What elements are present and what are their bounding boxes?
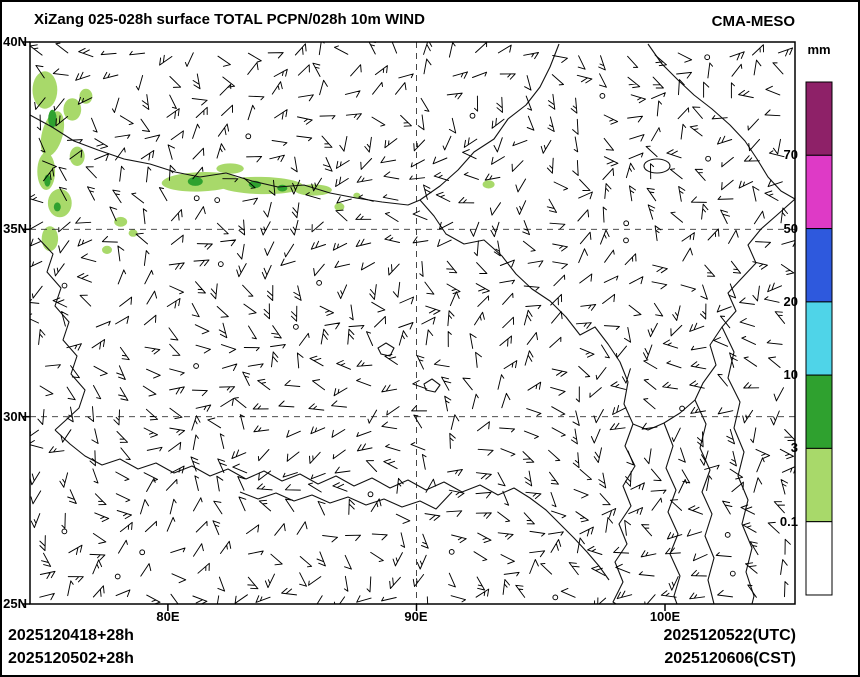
colorbar-segment [805,374,833,449]
boundary-west-karakoram [37,237,86,431]
calm-wind-circle [705,155,711,162]
colorbar-segment [805,81,833,156]
colorbar-segment [805,301,833,376]
precip-cell [79,88,93,104]
calm-wind-circle [114,573,121,580]
lon-tick-label-80e: 80E [156,609,180,624]
precipitation-shading [32,71,495,254]
calm-wind-circle [469,112,476,119]
precip-cell [334,202,345,211]
precip-cell [216,163,244,174]
precip-cell [37,152,56,190]
colorbar-segment [805,521,833,596]
calm-wind-circle [367,491,374,498]
calm-wind-circle [704,54,711,61]
precip-cell [40,111,65,157]
colorbar-tick-label-10: 10 [783,367,798,382]
valid-time-utc: 2025120522(UTC) [663,627,796,644]
colorbar-segment [805,447,833,523]
lat-tick-label-35n: 35N [3,221,27,236]
colorbar-unit-label: mm [807,42,831,57]
calm-wind-circle [599,93,606,99]
precip-cell [41,226,59,252]
precip-cell [114,216,128,227]
init-time-line-2: 2025120502+28h [8,650,134,667]
axis-ticks [23,41,666,611]
precip-cell [128,229,138,237]
boundary-gansu-northeast [647,43,795,200]
precip-cell [102,245,112,254]
colorbar-bar [805,81,833,596]
lake-outlines [377,342,441,393]
colorbar-segment [805,228,833,303]
calm-wind-circle [193,363,199,369]
valid-time-cst: 2025120606(CST) [664,650,796,667]
calm-wind-circle [217,261,224,267]
colorbar-tick-label-0-1: 0.1 [779,514,798,529]
precip-cell [69,146,85,166]
calm-wind-circle [679,405,685,412]
calm-wind-circle [316,280,322,286]
boundary-qinghai-northwest [419,43,560,201]
precip-cell [32,71,58,109]
river-yangtze-upper [721,326,755,604]
precip-cell [277,184,288,192]
precip-cell [187,176,203,186]
precip-cell [482,180,495,189]
chart-title: XiZang 025-028h surface TOTAL PCPN/028h … [34,11,425,28]
precip-cell [63,98,82,121]
boundary-tibet-sichuan [612,423,636,604]
gridlines [30,42,795,604]
wind-barb-field [30,42,795,604]
lake-qinghai [643,158,671,174]
calm-wind-circle [139,549,146,556]
calm-wind-circle [214,197,221,203]
calm-wind-circle [448,549,455,555]
river-jinsha [663,422,681,604]
calm-wind-circle [724,532,731,538]
lat-tick-label-30n: 30N [3,409,27,424]
calm-wind-circle [293,324,299,330]
boundary-tibet-qinghai [419,199,634,425]
calm-wind-circle [552,594,559,601]
colorbar-tick-label-3: 3 [790,440,798,455]
calm-wind-circle [623,237,629,244]
colorbar-tick-label-70: 70 [783,147,798,162]
boundary-nepal-south [239,491,453,510]
lon-tick-label-100e: 100E [649,609,681,624]
calm-wind-circle [623,220,630,227]
calm-wind-circle [729,570,736,577]
colorbar-tick-label-20: 20 [783,294,798,309]
footer-init-times: 2025120418+28h 2025120502+28h [8,624,134,670]
lat-tick-label-40n: 40N [3,34,27,49]
footer-valid-times: 2025120522(UTC) 2025120606(CST) [663,624,796,670]
model-name-label: CMA-MESO [711,13,795,30]
wind-barbs-path [30,42,795,604]
colorbar-tick-label-50: 50 [783,221,798,236]
calm-wind-circle [61,528,68,535]
precip-cell [47,188,72,218]
precip-cell [48,109,57,128]
plot-frame [29,41,796,605]
init-time-line-1: 2025120418+28h [8,627,134,644]
precip-cell [53,202,61,212]
calm-wind-circle [193,195,200,202]
lon-tick-label-90e: 90E [404,609,428,624]
boundary-himalaya-national [54,429,610,581]
calm-wind-circle [245,133,252,140]
lat-tick-label-25n: 25N [3,596,27,611]
calm-wind-circle [61,282,68,289]
colorbar-segment [805,154,833,230]
